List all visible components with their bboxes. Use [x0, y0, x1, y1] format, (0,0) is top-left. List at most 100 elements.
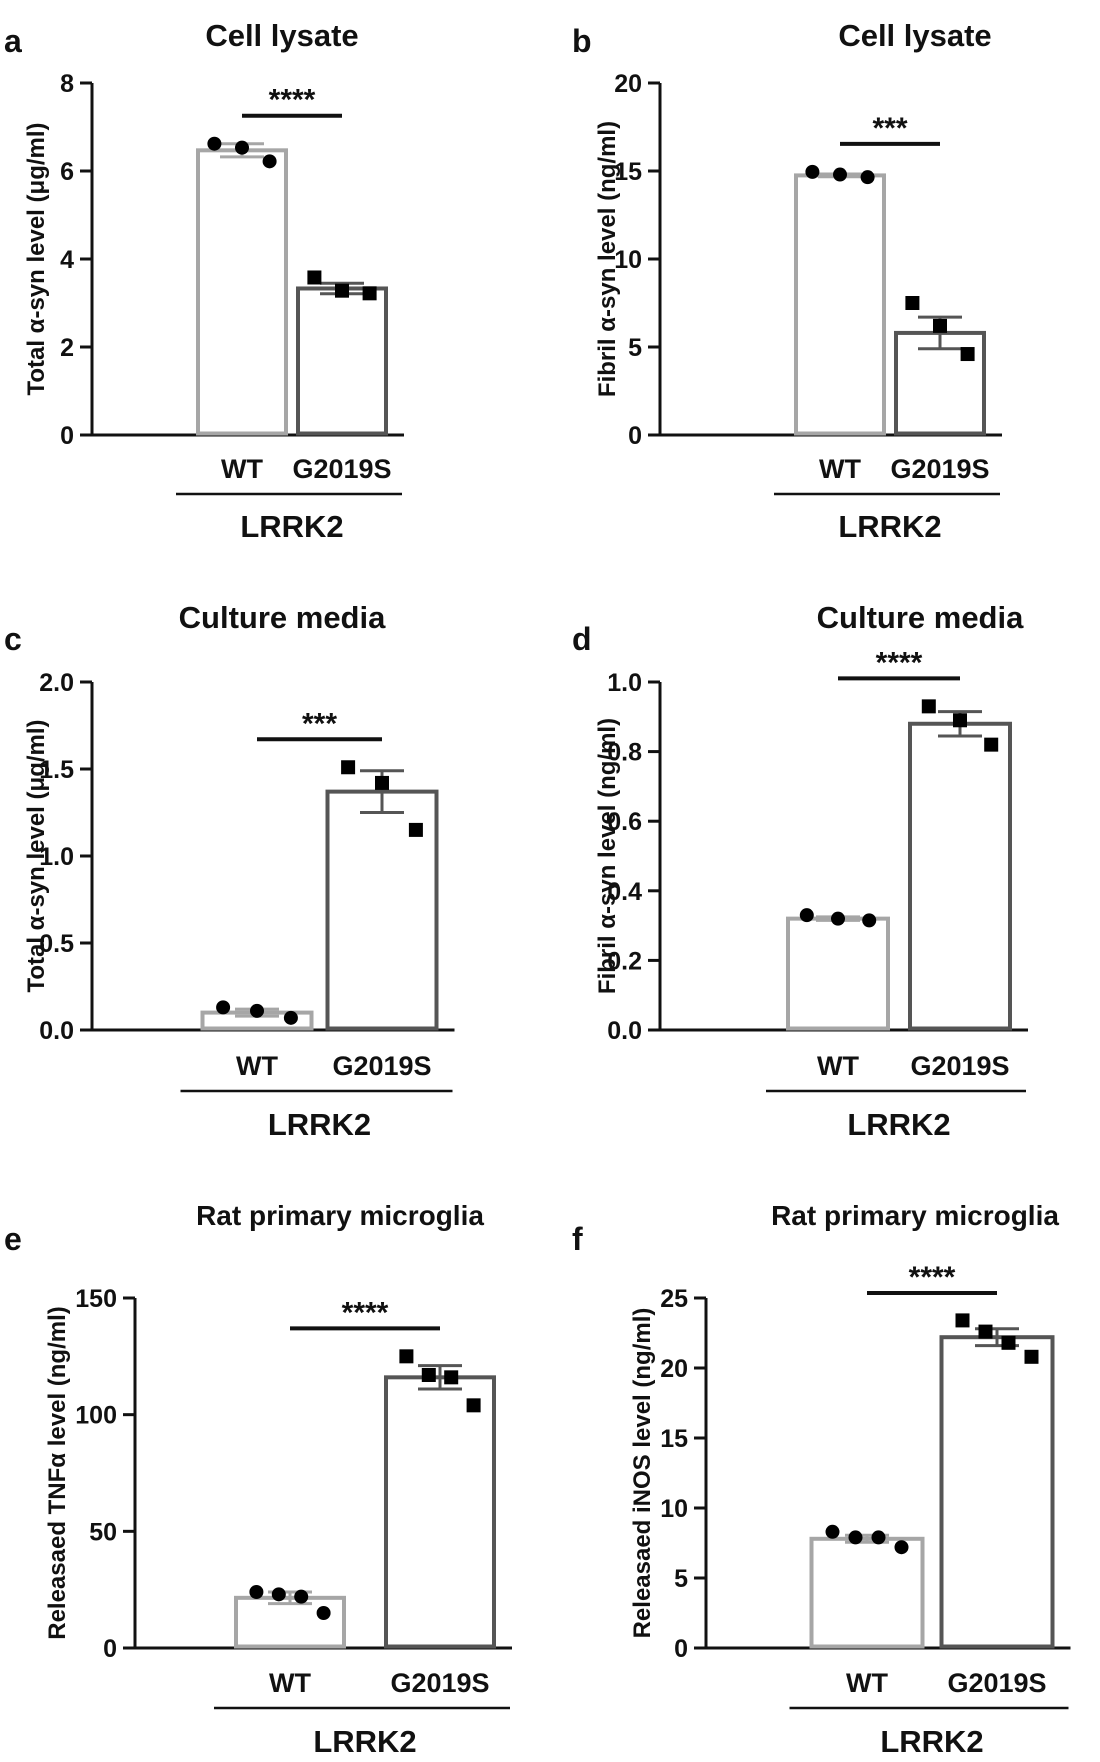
- y-tick-label: 1.0: [607, 669, 642, 697]
- significance-label: ***: [302, 707, 337, 740]
- data-point-wt: [833, 167, 847, 182]
- group-label: LRRK2: [268, 1107, 371, 1142]
- chart-title: Cell lysate: [838, 18, 991, 53]
- y-axis-label-part: α: [594, 914, 621, 929]
- y-tick-label: 20: [660, 1355, 688, 1383]
- chart-panel-c: c Culture media 0.0 0.5 1.0 1.5 2.0 Total α-syn…: [4, 600, 455, 1142]
- chart-panel-a: a Cell lysate 0 2 4 6 8 Total α-syn level (μg/m…: [4, 18, 404, 544]
- data-point-wt: [283, 1010, 298, 1025]
- x-category-label: G2019S: [910, 1051, 1009, 1081]
- data-point-g2019s: [933, 318, 947, 333]
- panel-label-a: a: [4, 23, 22, 59]
- chart-title: Cell lysate: [205, 18, 358, 53]
- y-tick-label: 0: [628, 422, 642, 450]
- y-axis-label: Total α-syn level (μg/ml): [23, 719, 50, 992]
- data-point-wt: [294, 1589, 309, 1604]
- y-tick-label: 0.6: [607, 808, 642, 836]
- panel-label-d: d: [572, 621, 592, 657]
- x-category-label: WT: [846, 1668, 888, 1698]
- y-axis-label: Fibril α-syn level (ng/ml): [594, 121, 621, 397]
- y-axis-label-part: Releasaed iNOS level (ng/ml): [629, 1308, 656, 1639]
- y-axis-label-part: g/ml): [23, 719, 50, 776]
- x-category-label: G2019S: [292, 454, 391, 484]
- bar-wt: [786, 916, 890, 1031]
- data-point-g2019s: [335, 283, 349, 298]
- group-label: LRRK2: [880, 1724, 983, 1759]
- y-axis-label: Fibril α-syn level (ng/ml): [594, 718, 621, 994]
- group-label: LRRK2: [838, 509, 941, 544]
- data-point-wt: [262, 154, 277, 169]
- data-point-wt: [316, 1606, 331, 1620]
- data-point-g2019s: [978, 1324, 993, 1339]
- y-axis-label-part: Total: [23, 333, 50, 395]
- significance-label: ****: [876, 646, 923, 679]
- group-label: LRRK2: [240, 509, 343, 544]
- data-point-g2019s: [408, 822, 423, 837]
- x-category-label: G2019S: [332, 1051, 431, 1081]
- y-tick-label: 0.0: [39, 1017, 74, 1045]
- data-point-wt: [799, 908, 814, 923]
- y-tick-label: 1.0: [39, 843, 74, 871]
- panel-label-e: e: [4, 1221, 22, 1257]
- data-point-wt: [848, 1530, 863, 1545]
- y-tick-label: 20: [614, 70, 642, 98]
- y-tick-label: 8: [60, 70, 74, 98]
- significance-label: ****: [909, 1261, 956, 1294]
- y-axis-label-part: μ: [23, 180, 50, 195]
- y-tick-label: 5: [674, 1565, 688, 1593]
- y-axis-label-part: -syn level (: [23, 194, 50, 318]
- bar-g2019s: [296, 286, 388, 436]
- x-category-label: WT: [236, 1051, 278, 1081]
- y-tick-label: 0.8: [607, 739, 642, 767]
- y-axis-label-part: α: [44, 1453, 71, 1468]
- y-tick-label: 10: [660, 1495, 688, 1523]
- data-point-wt: [250, 1003, 264, 1018]
- y-tick-label: 4: [60, 246, 74, 274]
- chart-panel-b: b Cell lysate 0 5 10 15 20 Fibril α-syn level (…: [572, 18, 1002, 544]
- y-axis-label: Releasaed TNFα level (ng/ml): [44, 1306, 71, 1640]
- y-axis-label-part: α: [23, 915, 50, 930]
- y-axis-label-part: -syn level (ng/ml): [594, 718, 621, 914]
- group-label: LRRK2: [313, 1724, 416, 1759]
- panel-label-c: c: [4, 621, 22, 657]
- data-point-wt: [862, 913, 877, 928]
- y-axis-label: Releasaed iNOS level (ng/ml): [629, 1308, 656, 1639]
- y-tick-label: 15: [614, 158, 642, 186]
- data-point-g2019s: [444, 1370, 459, 1385]
- data-point-g2019s: [1001, 1335, 1016, 1350]
- y-tick-label: 15: [660, 1425, 688, 1453]
- y-tick-label: 2.0: [39, 669, 74, 697]
- y-axis-label-part: level (ng/ml): [44, 1306, 71, 1453]
- chart-title: Culture media: [817, 600, 1024, 635]
- y-tick-label: 0.0: [607, 1017, 642, 1045]
- data-point-g2019s: [953, 713, 967, 728]
- y-axis-label-part: Total: [23, 930, 50, 992]
- y-tick-label: 150: [75, 1285, 117, 1313]
- y-axis-label-part: Fibril: [594, 332, 621, 397]
- x-category-label: WT: [269, 1668, 311, 1698]
- data-point-g2019s: [905, 296, 920, 310]
- y-tick-label: 0.4: [607, 878, 642, 906]
- chart-panel-f: f Rat primary microglia 0 5 10 15 20 25Releasae…: [572, 1200, 1071, 1759]
- y-tick-label: 0.5: [39, 930, 74, 958]
- data-point-g2019s: [362, 286, 377, 301]
- data-point-g2019s: [399, 1349, 414, 1364]
- data-point-g2019s: [1024, 1349, 1039, 1364]
- data-point-g2019s: [341, 760, 356, 775]
- y-axis-label-part: Releasaed TNF: [44, 1468, 71, 1640]
- x-category-label: WT: [221, 454, 263, 484]
- chart-title: Culture media: [179, 600, 386, 635]
- y-tick-label: 2: [60, 334, 74, 362]
- data-point-wt: [249, 1585, 264, 1599]
- chart-title: Rat primary microglia: [196, 1200, 484, 1231]
- y-axis-label-part: α: [594, 317, 621, 332]
- y-tick-label: 100: [75, 1402, 117, 1430]
- data-point-wt: [235, 140, 249, 155]
- y-tick-label: 10: [614, 246, 642, 274]
- y-axis-label-part: -syn level (: [23, 791, 50, 915]
- y-tick-label: 50: [89, 1518, 117, 1546]
- significance-label: ****: [269, 84, 316, 117]
- data-point-wt: [271, 1587, 286, 1602]
- bar-wt: [809, 1536, 925, 1649]
- chart-panel-d: d Culture media 0.0 0.2 0.4 0.6 0.8 1.0 Fibril α…: [572, 600, 1028, 1142]
